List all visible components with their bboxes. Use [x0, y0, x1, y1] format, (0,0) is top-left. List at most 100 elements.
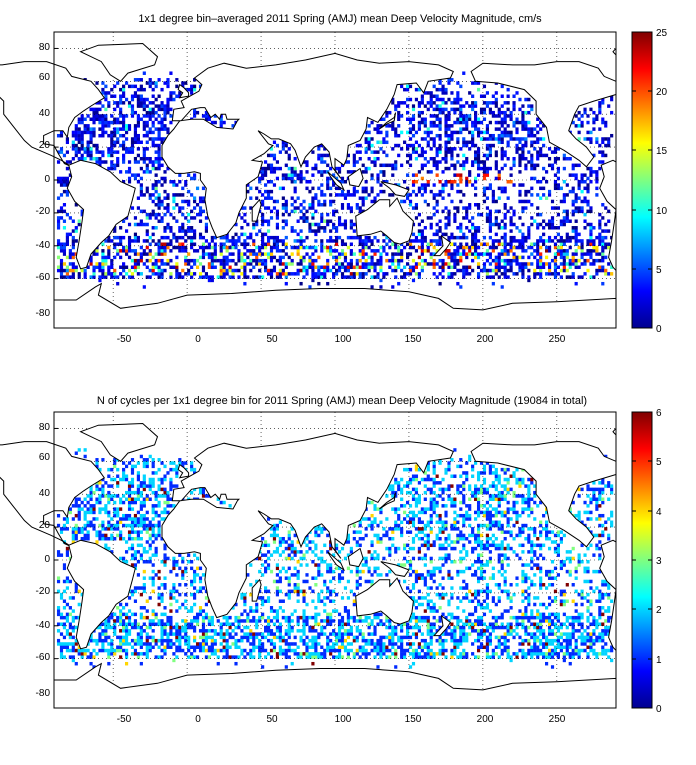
data-bin: [569, 646, 572, 649]
data-bin: [169, 98, 172, 101]
data-bin: [418, 101, 421, 104]
data-bin: [465, 242, 468, 245]
data-bin: [394, 164, 397, 167]
data-bin: [453, 164, 456, 167]
data-bin: [551, 613, 554, 616]
data-bin: [527, 279, 530, 282]
data-bin: [317, 200, 320, 203]
data-bin: [267, 616, 270, 619]
data-bin: [146, 646, 149, 649]
data-bin: [291, 226, 294, 229]
data-bin: [601, 229, 604, 232]
data-bin: [524, 144, 527, 147]
data-bin: [146, 167, 149, 170]
data-bin: [394, 246, 397, 249]
data-bin: [273, 200, 276, 203]
data-bin: [551, 665, 554, 668]
data-bin: [149, 101, 152, 104]
data-bin: [474, 150, 477, 153]
data-bin: [63, 252, 66, 255]
data-bin: [477, 655, 480, 658]
data-bin: [601, 203, 604, 206]
data-bin: [459, 164, 462, 167]
data-bin: [152, 141, 155, 144]
data-bin: [125, 246, 128, 249]
data-bin: [439, 259, 442, 262]
data-bin: [291, 259, 294, 262]
data-bin: [163, 629, 166, 632]
data-bin: [557, 167, 560, 170]
data-bin: [92, 272, 95, 275]
data-bin: [572, 622, 575, 625]
data-bin: [359, 236, 362, 239]
data-bin: [501, 226, 504, 229]
data-bin: [370, 242, 373, 245]
data-bin: [131, 108, 134, 111]
data-bin: [483, 85, 486, 88]
data-bin: [388, 642, 391, 645]
data-bin: [527, 275, 530, 278]
data-bin: [314, 649, 317, 652]
data-bin: [89, 147, 92, 150]
data-bin: [152, 114, 155, 117]
data-bin: [270, 164, 273, 167]
data-bin: [175, 272, 178, 275]
data-bin: [146, 124, 149, 127]
data-bin: [163, 226, 166, 229]
data-bin: [436, 124, 439, 127]
data-bin: [152, 210, 155, 213]
data-bin: [128, 147, 131, 150]
data-bin: [87, 147, 90, 150]
data-bin: [234, 639, 237, 642]
data-bin: [158, 114, 161, 117]
data-bin: [365, 242, 368, 245]
data-bin: [533, 652, 536, 655]
data-bin: [288, 262, 291, 265]
data-bin: [586, 269, 589, 272]
data-bin: [193, 216, 196, 219]
data-bin: [190, 85, 193, 88]
data-bin: [350, 236, 353, 239]
data-bin: [78, 141, 81, 144]
data-bin: [326, 266, 329, 269]
data-bin: [134, 85, 137, 88]
data-bin: [598, 160, 601, 163]
data-bin: [581, 252, 584, 255]
data-bin: [521, 150, 524, 153]
data-bin: [436, 652, 439, 655]
data-bin: [84, 150, 87, 153]
y-tick-label: -40: [36, 240, 51, 251]
data-bin: [418, 223, 421, 226]
data-bin: [332, 649, 335, 652]
data-bin: [92, 134, 95, 137]
data-bin: [214, 256, 217, 259]
data-bin: [273, 141, 276, 144]
data-bin: [205, 636, 208, 639]
data-bin: [149, 269, 152, 272]
data-bin: [368, 193, 371, 196]
data-bin: [208, 262, 211, 265]
data-bin: [527, 131, 530, 134]
data-bin: [359, 619, 362, 622]
data-bin: [205, 246, 208, 249]
data-bin: [226, 632, 229, 635]
data-bin: [504, 131, 507, 134]
data-bin: [521, 121, 524, 124]
data-bin: [421, 154, 424, 157]
data-bin: [317, 147, 320, 150]
data-bin: [545, 616, 548, 619]
data-bin: [158, 154, 161, 157]
data-bin: [548, 613, 551, 616]
data-bin: [456, 639, 459, 642]
data-bin: [125, 622, 128, 625]
data-bin: [450, 266, 453, 269]
data-bin: [421, 121, 424, 124]
data-bin: [365, 655, 368, 658]
data-bin: [578, 118, 581, 121]
data-bin: [465, 114, 468, 117]
data-bin: [95, 81, 98, 84]
data-bin: [421, 150, 424, 153]
data-bin: [569, 190, 572, 193]
data-bin: [569, 636, 572, 639]
data-bin: [128, 167, 131, 170]
